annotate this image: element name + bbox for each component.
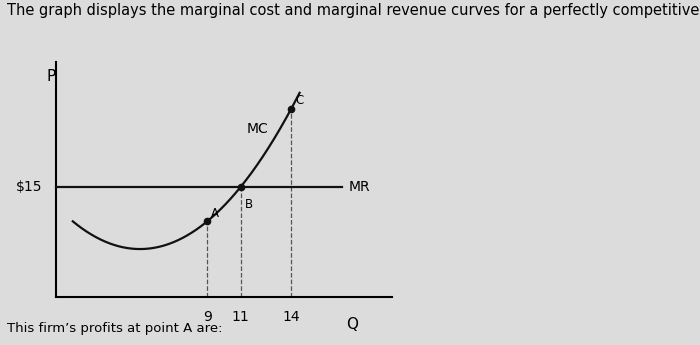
- Text: A: A: [211, 207, 219, 220]
- Text: 11: 11: [232, 310, 250, 324]
- Text: 9: 9: [203, 310, 211, 324]
- Text: 14: 14: [282, 310, 300, 324]
- Text: Q: Q: [346, 317, 358, 332]
- Text: MR: MR: [349, 180, 370, 194]
- Text: The graph displays the marginal cost and marginal revenue curves for a perfectly: The graph displays the marginal cost and…: [7, 3, 700, 18]
- Text: MC: MC: [246, 122, 269, 136]
- Text: This firm’s profits at point A are:: This firm’s profits at point A are:: [7, 322, 223, 335]
- Text: B: B: [245, 198, 253, 211]
- Text: C: C: [295, 95, 304, 107]
- Text: $15: $15: [16, 180, 43, 194]
- Text: P: P: [46, 69, 55, 84]
